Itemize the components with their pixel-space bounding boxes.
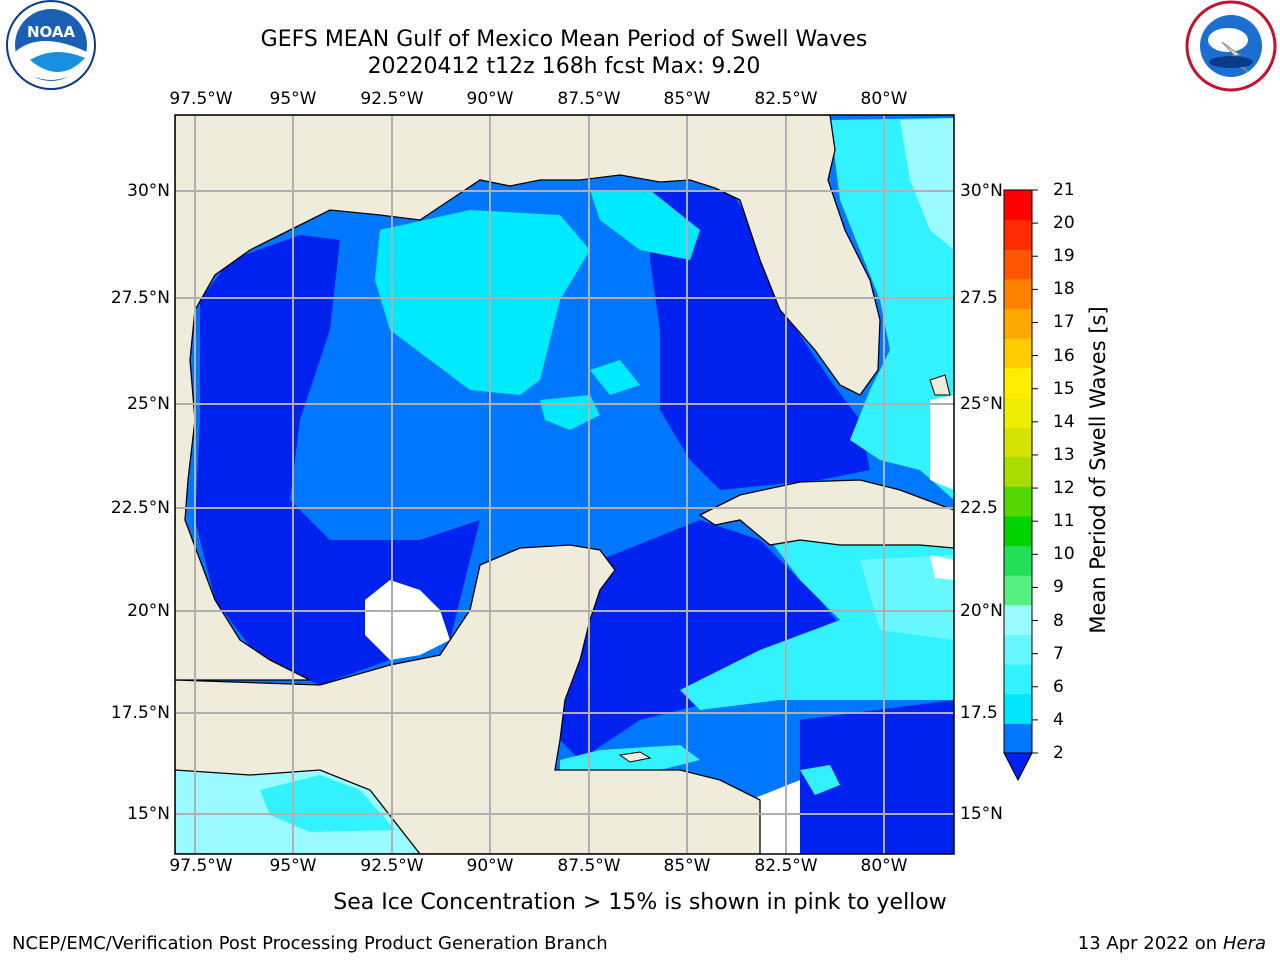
lon-tick-bottom: 82.5°W (754, 856, 818, 876)
lat-tick-right: 15°N (960, 804, 1003, 824)
colorbar-swatch (1004, 278, 1032, 310)
map-frame (174, 114, 955, 855)
colorbar-swatch (1004, 575, 1032, 606)
map-gridlines (175, 115, 954, 854)
colorbar-swatch (1004, 664, 1032, 695)
lon-tick-top: 90°W (466, 89, 514, 109)
colorbar-label: Mean Period of Swell Waves [s] (1086, 306, 1110, 634)
colorbar-tick-label: 19 (1053, 246, 1075, 267)
lon-tick-bottom: 85°W (663, 856, 711, 876)
lat-tick-right: 25°N (960, 394, 1003, 414)
colorbar-tick-label: 18 (1053, 279, 1075, 300)
colorbar-frame (1003, 189, 1033, 754)
colorbar-swatch (1004, 397, 1032, 428)
lat-tick-right: 17.5 (960, 703, 998, 723)
noaa-logo: NOAA (6, 0, 96, 90)
colorbar-swatch (1004, 308, 1032, 339)
lon-tick-top: 92.5°W (360, 89, 424, 109)
lon-tick-bottom: 95°W (269, 856, 317, 876)
lon-tick-bottom: 80°W (860, 856, 908, 876)
colorbar-tick-label: 7 (1053, 643, 1064, 664)
nws-logo (1185, 0, 1277, 92)
colorbar-swatch (1004, 515, 1032, 547)
lon-tick-bottom: 90°W (466, 856, 514, 876)
colorbar-tick-label: 8 (1053, 610, 1064, 631)
lat-tick-right: 20°N (960, 601, 1003, 621)
colorbar-tick-label: 14 (1053, 411, 1075, 432)
lat-tick-left: 17.5°N (110, 703, 170, 723)
colorbar-swatch (1004, 693, 1032, 724)
lon-tick-top: 85°W (663, 89, 711, 109)
colorbar (1003, 189, 1038, 782)
lat-tick-right: 27.5 (960, 288, 998, 308)
colorbar-tick-label: 13 (1053, 444, 1075, 465)
lat-tick-left: 27.5°N (110, 288, 170, 308)
colorbar-tick-label: 10 (1053, 544, 1075, 565)
colorbar-tick-label: 2 (1053, 743, 1064, 763)
colorbar-swatch (1004, 190, 1032, 221)
colorbar-tick-label: 20 (1053, 213, 1075, 234)
footer-date: 13 Apr 2022 on Hera (1078, 933, 1266, 954)
lon-tick-top: 97.5°W (169, 89, 233, 109)
noaa-logo-text: NOAA (27, 23, 76, 41)
colorbar-swatch (1004, 427, 1032, 458)
colorbar-swatch (1004, 249, 1032, 280)
colorbar-swatch (1004, 723, 1032, 754)
lon-tick-bottom: 97.5°W (169, 856, 233, 876)
lat-tick-left: 15°N (127, 804, 170, 824)
colorbar-extend (1003, 752, 1033, 782)
colorbar-tick-label: 17 (1053, 312, 1075, 333)
colorbar-tick-label: 16 (1053, 345, 1075, 366)
colorbar-tick-label: 11 (1053, 511, 1075, 532)
colorbar-swatch (1004, 367, 1032, 398)
map-title: GEFS MEAN Gulf of Mexico Mean Period of … (260, 27, 868, 52)
footer-host: Hera (1222, 933, 1266, 954)
lat-tick-left: 20°N (127, 601, 170, 621)
colorbar-swatch (1004, 604, 1032, 635)
sea-ice-note: Sea Ice Concentration > 15% is shown in … (0, 890, 1280, 915)
colorbar-swatch (1004, 545, 1032, 576)
map-subtitle: 20220412 t12z 168h fcst Max: 9.20 (367, 54, 761, 79)
colorbar-swatch (1004, 634, 1032, 665)
colorbar-tick-label: 4 (1053, 709, 1064, 730)
footer-credit: NCEP/EMC/Verification Post Processing Pr… (12, 933, 608, 954)
lon-tick-top: 80°W (860, 89, 908, 109)
lat-tick-left: 25°N (127, 394, 170, 414)
colorbar-swatch (1004, 338, 1032, 369)
lat-tick-right: 30°N (960, 181, 1003, 201)
lon-tick-bottom: 92.5°W (360, 856, 424, 876)
lon-tick-top: 87.5°W (557, 89, 621, 109)
lon-tick-top: 82.5°W (754, 89, 818, 109)
lon-tick-bottom: 87.5°W (557, 856, 621, 876)
lat-tick-left: 30°N (127, 181, 170, 201)
colorbar-tick-label: 9 (1053, 577, 1064, 598)
footer-date-text: 13 Apr 2022 on (1077, 933, 1223, 954)
colorbar-swatch (1004, 219, 1032, 250)
lon-tick-top: 95°W (269, 89, 317, 109)
colorbar-tick-label: 6 (1053, 676, 1064, 697)
colorbar-swatch (1004, 486, 1032, 517)
lat-tick-left: 22.5°N (110, 498, 170, 518)
colorbar-tick-label: 15 (1053, 378, 1075, 399)
colorbar-tick-label: 21 (1053, 180, 1075, 200)
colorbar-swatch (1004, 456, 1032, 487)
colorbar-tick-label: 12 (1053, 478, 1075, 499)
sea-ice-note-text: Sea Ice Concentration > 15% is shown in … (333, 890, 947, 915)
lat-tick-right: 22.5 (960, 498, 998, 518)
map-area (175, 115, 954, 854)
